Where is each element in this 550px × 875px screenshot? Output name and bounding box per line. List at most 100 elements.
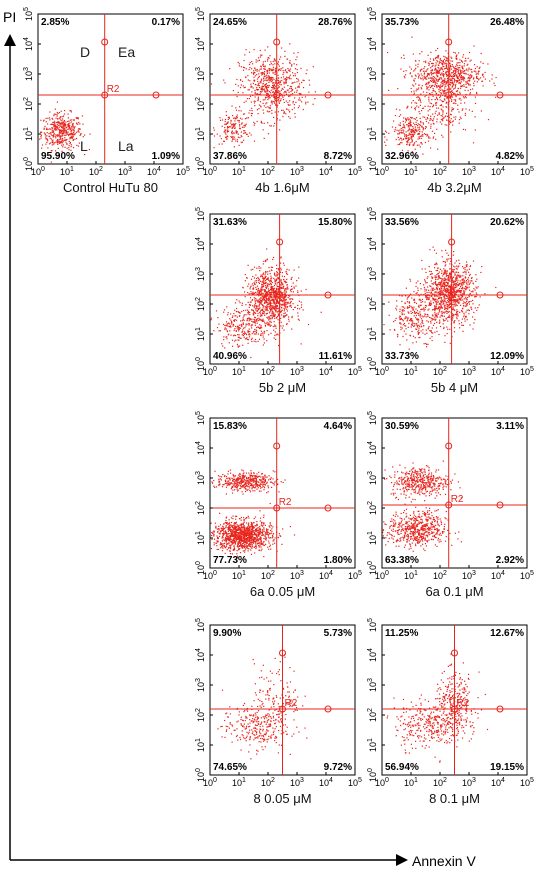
data-point bbox=[47, 117, 49, 119]
data-point bbox=[270, 78, 272, 80]
data-point bbox=[449, 277, 451, 279]
data-point bbox=[283, 279, 285, 281]
data-point bbox=[231, 130, 233, 132]
data-point bbox=[394, 319, 396, 321]
data-point bbox=[438, 70, 440, 72]
data-point bbox=[427, 321, 429, 323]
data-point bbox=[274, 63, 276, 65]
data-point bbox=[289, 302, 291, 304]
data-point bbox=[399, 131, 401, 134]
data-point bbox=[457, 90, 459, 92]
data-point bbox=[455, 279, 457, 281]
data-point bbox=[421, 134, 423, 136]
data-point bbox=[278, 310, 280, 312]
data-point bbox=[250, 134, 252, 136]
data-point bbox=[61, 129, 63, 131]
data-point bbox=[410, 125, 412, 127]
data-point bbox=[463, 281, 466, 283]
data-point bbox=[266, 305, 268, 307]
data-point bbox=[406, 135, 408, 137]
data-point bbox=[460, 102, 462, 104]
data-point bbox=[241, 331, 244, 333]
data-point bbox=[467, 73, 469, 75]
data-point bbox=[454, 93, 456, 95]
data-point bbox=[58, 132, 60, 134]
data-point bbox=[276, 333, 278, 335]
data-point bbox=[290, 87, 293, 90]
data-point bbox=[420, 304, 422, 306]
data-point bbox=[266, 309, 268, 311]
data-point bbox=[418, 144, 420, 146]
data-point bbox=[269, 297, 271, 299]
data-point bbox=[420, 330, 422, 332]
data-point bbox=[452, 271, 455, 273]
data-point bbox=[229, 126, 231, 128]
data-point bbox=[400, 114, 402, 116]
data-point bbox=[275, 70, 277, 72]
data-point bbox=[284, 69, 286, 72]
data-point bbox=[306, 69, 308, 71]
data-point bbox=[231, 323, 233, 325]
data-point bbox=[70, 131, 72, 133]
data-point bbox=[290, 78, 292, 80]
data-point bbox=[68, 149, 70, 151]
data-point bbox=[271, 277, 273, 279]
data-point bbox=[259, 93, 262, 95]
data-point bbox=[218, 323, 220, 325]
data-point bbox=[265, 96, 267, 98]
data-point bbox=[250, 278, 253, 280]
data-point bbox=[425, 316, 427, 318]
data-point bbox=[287, 301, 289, 303]
data-point bbox=[286, 268, 288, 270]
data-point bbox=[434, 80, 436, 82]
data-point bbox=[265, 106, 267, 108]
data-point bbox=[242, 69, 245, 71]
data-point bbox=[270, 310, 272, 312]
data-point bbox=[289, 304, 291, 307]
data-point bbox=[399, 143, 401, 145]
data-point bbox=[428, 64, 430, 66]
data-point bbox=[441, 310, 443, 313]
data-point bbox=[468, 274, 471, 277]
data-point bbox=[285, 113, 287, 115]
data-point bbox=[233, 320, 235, 322]
data-point bbox=[439, 69, 441, 71]
data-point bbox=[413, 129, 415, 131]
data-point bbox=[242, 317, 244, 319]
data-point bbox=[426, 117, 428, 119]
data-point bbox=[455, 69, 457, 71]
data-point bbox=[282, 109, 284, 111]
data-point bbox=[230, 326, 232, 328]
data-point bbox=[418, 337, 420, 339]
data-point bbox=[457, 62, 459, 64]
data-point bbox=[445, 72, 447, 74]
data-point bbox=[282, 262, 285, 264]
data-point bbox=[77, 118, 79, 120]
data-point bbox=[455, 71, 457, 73]
data-point bbox=[263, 312, 265, 314]
data-point bbox=[446, 97, 448, 99]
data-point bbox=[276, 88, 278, 90]
data-point bbox=[418, 87, 420, 89]
data-point bbox=[67, 134, 69, 136]
data-point bbox=[427, 81, 429, 84]
data-point bbox=[68, 128, 70, 130]
data-point bbox=[277, 61, 279, 63]
data-point bbox=[221, 125, 223, 127]
data-point bbox=[446, 311, 448, 313]
data-point bbox=[408, 144, 411, 146]
data-point bbox=[401, 295, 403, 297]
data-point bbox=[260, 333, 262, 335]
data-point bbox=[274, 279, 276, 281]
data-point bbox=[487, 119, 490, 121]
data-point bbox=[419, 130, 421, 133]
data-point bbox=[272, 88, 274, 90]
data-point bbox=[274, 80, 277, 82]
data-point bbox=[283, 297, 285, 299]
data-point bbox=[63, 124, 65, 126]
data-point bbox=[260, 88, 262, 91]
data-point bbox=[273, 116, 275, 118]
data-point bbox=[259, 68, 261, 70]
data-point bbox=[293, 287, 295, 289]
data-point bbox=[261, 90, 263, 92]
